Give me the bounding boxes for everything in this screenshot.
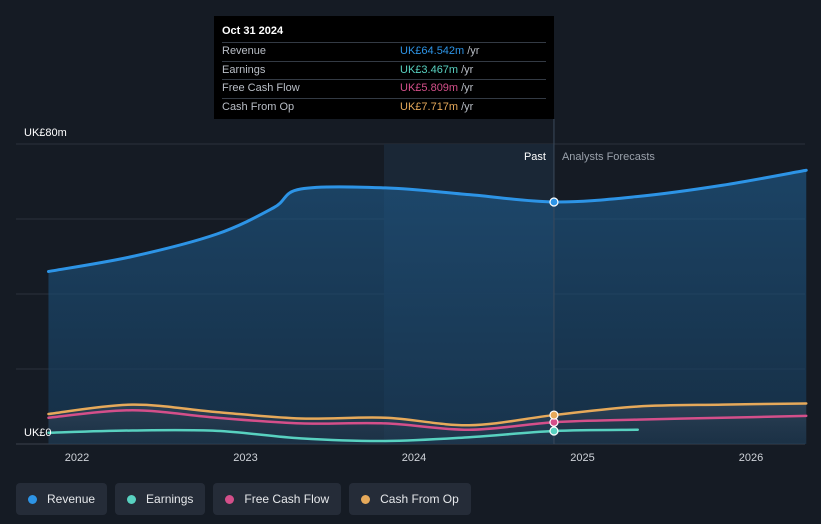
- forecast-label: Analysts Forecasts: [562, 151, 655, 163]
- series-lines: [46, 168, 808, 443]
- legend-dot-icon: [225, 494, 235, 504]
- legend-label: Cash From Op: [380, 492, 459, 506]
- tooltip-unit: /yr: [461, 82, 474, 94]
- tooltip-label: Revenue: [222, 45, 267, 57]
- y-axis-max-label: UK£80m: [24, 127, 67, 139]
- tooltip-unit: /yr: [461, 63, 474, 76]
- y-axis-min-label: UK£0: [24, 427, 52, 439]
- x-tick-label: 2022: [65, 452, 89, 464]
- tooltip-row: Cash From Op UK£7.717m/yr: [222, 97, 546, 117]
- tooltip-row: Free Cash Flow UK£5.809m/yr: [222, 79, 546, 98]
- legend-item-revenue[interactable]: Revenue: [16, 483, 108, 515]
- cash-from-op-line: [47, 402, 808, 427]
- legend-dot-icon: [127, 494, 137, 504]
- tooltip-label: Free Cash Flow: [222, 82, 300, 94]
- data-tooltip: Oct 31 2024 Revenue UK£64.542m/yr Earnings…: [214, 16, 554, 119]
- tooltip-unit: /yr: [461, 100, 474, 113]
- x-tick-label: 2025: [570, 452, 594, 464]
- x-tick-label: 2026: [739, 452, 763, 464]
- earnings-line: [47, 428, 640, 443]
- tooltip-row: Earnings UK£3.467m/yr: [222, 60, 546, 80]
- tooltip-row: Revenue UK£64.542m/yr: [222, 42, 546, 61]
- tooltip-value: UK£64.542m: [400, 45, 465, 57]
- area-fills: [48, 170, 807, 444]
- axis-text: UK£80m UK£0 Past Analysts Forecasts 2022 2023…: [24, 127, 763, 464]
- earnings-marker: [549, 426, 559, 436]
- x-tick-label: 2023: [233, 452, 257, 464]
- legend-item-earnings[interactable]: Earnings: [115, 483, 206, 515]
- past-label: Past: [524, 151, 546, 163]
- legend-item-cash-from-op[interactable]: Cash From Op: [349, 483, 471, 515]
- tooltip-value: UK£5.809m: [400, 82, 459, 94]
- x-tick-label: 2024: [402, 452, 426, 464]
- tooltip-value: UK£3.467m: [400, 63, 459, 76]
- revenue-marker: [549, 197, 559, 207]
- tooltip-label: Earnings: [222, 63, 266, 76]
- chart-legend: Revenue Earnings Free Cash Flow Cash From O…: [16, 483, 471, 515]
- legend-dot-icon: [28, 494, 37, 504]
- revenue-area: [48, 170, 807, 444]
- cash-from-op-marker: [549, 410, 559, 420]
- highlight-markers: [549, 119, 559, 444]
- revenue-line: [46, 168, 808, 273]
- legend-label: Free Cash Flow: [244, 492, 330, 506]
- tooltip-unit: /yr: [467, 45, 480, 57]
- tooltip-rows: Revenue UK£64.542m/yr Earnings UK£3.467m/yr…: [222, 42, 546, 116]
- tooltip-label: Cash From Op: [222, 100, 295, 113]
- cash-from-op-area: [48, 403, 807, 444]
- tooltip-date: Oct 31 2024: [222, 25, 284, 37]
- tooltip-value: UK£7.717m: [400, 100, 459, 113]
- legend-dot-icon: [361, 494, 371, 504]
- free-cash-flow-line: [47, 408, 808, 432]
- legend-label: Revenue: [47, 492, 96, 506]
- legend-label: Earnings: [146, 492, 194, 506]
- legend-item-free-cash-flow[interactable]: Free Cash Flow: [213, 483, 342, 515]
